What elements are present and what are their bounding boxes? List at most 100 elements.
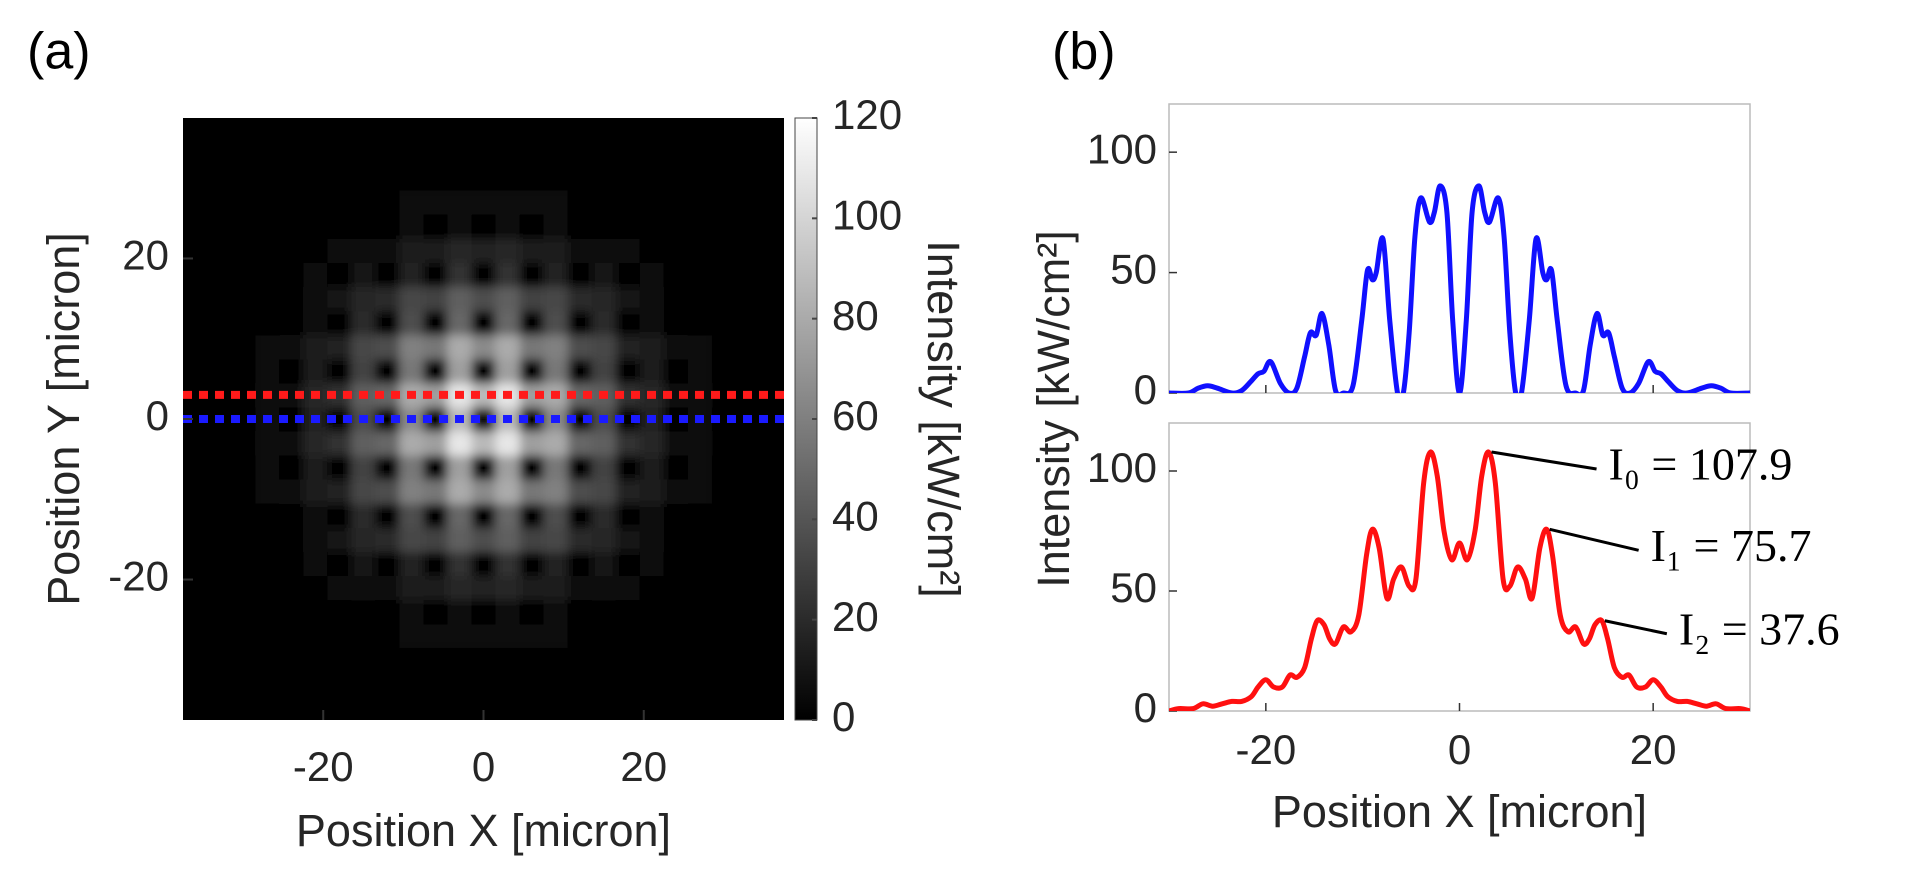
heatmap-cell: [567, 262, 593, 288]
heatmap-cell: [663, 551, 689, 577]
colorbar-tick-label: 120: [832, 91, 902, 138]
heatmap-cell: [615, 479, 641, 504]
heatmap-cell: [591, 455, 617, 480]
heatmap-cell: [639, 262, 665, 288]
heatmap-cell: [687, 190, 713, 215]
heatmap-cell: [663, 575, 689, 601]
heatmap-cell: [423, 190, 448, 215]
heatmap-cell: [423, 262, 448, 288]
heatmap-cell: [663, 334, 689, 360]
heatmap-cell: [495, 599, 521, 625]
heatmap-cell: [423, 455, 448, 480]
plot-area: [1168, 422, 1751, 712]
heatmap-cell: [279, 479, 304, 504]
heatmap-cell: [543, 262, 569, 288]
heatmap-cell: [447, 599, 472, 625]
heatmap-cell: [663, 623, 689, 649]
heatmap-cell: [567, 551, 593, 577]
heatmap-cell: [519, 238, 545, 263]
heatmap-cell: [375, 455, 400, 480]
heatmap-cell: [399, 527, 424, 552]
heatmap-cell: [543, 455, 569, 480]
heatmap-cell: [639, 527, 665, 552]
heatmap-cell: [351, 455, 376, 480]
heatmap-cell: [471, 358, 497, 384]
heatmap-cell: [543, 431, 569, 456]
heatmap-cell: [687, 238, 713, 263]
heatmap-cell: [471, 262, 497, 288]
heatmap-cell: [519, 190, 545, 215]
heatmap-cell: [351, 286, 376, 312]
heatmap-cell: [495, 238, 521, 263]
heatmap-cell: [639, 214, 665, 239]
x-tick-label: 20: [1630, 726, 1677, 773]
heatmap-cell: [567, 503, 593, 528]
heatmap-cell: [543, 310, 569, 336]
heatmap-cell: [663, 238, 689, 263]
heatmap-cell: [639, 431, 665, 456]
heatmap-cell: [351, 238, 376, 263]
heatmap-cell: [471, 623, 497, 649]
heatmap-cell: [591, 310, 617, 336]
heatmap-cell: [543, 334, 569, 360]
heatmap-cell: [327, 479, 352, 504]
heatmap-cell: [279, 431, 304, 456]
heatmap-cell: [327, 623, 352, 649]
heatmap-cell: [279, 310, 304, 336]
heatmap-cell: [615, 238, 641, 263]
heatmap-cell: [687, 286, 713, 312]
heatmap-cell: [687, 214, 713, 239]
heatmap-cell: [663, 190, 689, 215]
heatmap-cell: [303, 431, 328, 456]
heatmap-cell: [399, 479, 424, 504]
heatmap-cell: [447, 479, 472, 504]
heatmap-cell: [447, 551, 472, 577]
colorbar-tick-label: 20: [832, 593, 879, 640]
heatmap-cell: [663, 599, 689, 625]
heatmap-cell: [591, 575, 617, 601]
heatmap-cell: [399, 599, 424, 625]
heatmap-cell: [375, 262, 400, 288]
heatmap-cell: [327, 431, 352, 456]
heatmap-cell: [471, 286, 497, 312]
y-tick-label: 50: [1110, 564, 1157, 611]
heatmap-cell: [255, 262, 280, 288]
panel-label: (a): [27, 23, 91, 81]
heatmap-cell: [279, 334, 304, 360]
heatmap-cell: [279, 262, 304, 288]
heatmap-cell: [471, 190, 497, 215]
heatmap-cell: [255, 599, 280, 625]
heatmap-cell: [303, 527, 328, 552]
heatmap-cell: [639, 503, 665, 528]
heatmap-cell: [471, 334, 497, 360]
heatmap-cell: [495, 503, 521, 528]
heatmap-cell: [351, 262, 376, 288]
heatmap-cell: [303, 214, 328, 239]
annotation-leader: [1604, 619, 1668, 636]
heatmap-cell: [471, 455, 497, 480]
heatmap-cell: [495, 575, 521, 601]
heatmap-cell: [255, 214, 280, 239]
heatmap-cell: [423, 238, 448, 263]
heatmap-cell: [591, 190, 617, 215]
y-tick-label: 20: [122, 232, 169, 279]
heatmap-cell: [663, 431, 689, 456]
plot-clip: [1169, 449, 1750, 711]
heatmap-cell: [255, 190, 280, 215]
heatmap-cell: [591, 238, 617, 263]
heatmap-cell: [303, 310, 328, 336]
heatmap-cell: [543, 575, 569, 601]
heatmap-cell: [591, 551, 617, 577]
heatmap-cell: [447, 334, 472, 360]
heatmap-cell: [567, 599, 593, 625]
heatmap-cell: [495, 527, 521, 552]
heatmap-cell: [303, 334, 328, 360]
heatmap-cell: [639, 479, 665, 504]
heatmap-cell: [399, 238, 424, 263]
heatmap-cell: [519, 455, 545, 480]
plot-area: [1168, 103, 1751, 394]
heatmap-cell: [399, 310, 424, 336]
heatmap-cell: [519, 286, 545, 312]
heatmap-cell: [567, 238, 593, 263]
heatmap-cell: [279, 286, 304, 312]
